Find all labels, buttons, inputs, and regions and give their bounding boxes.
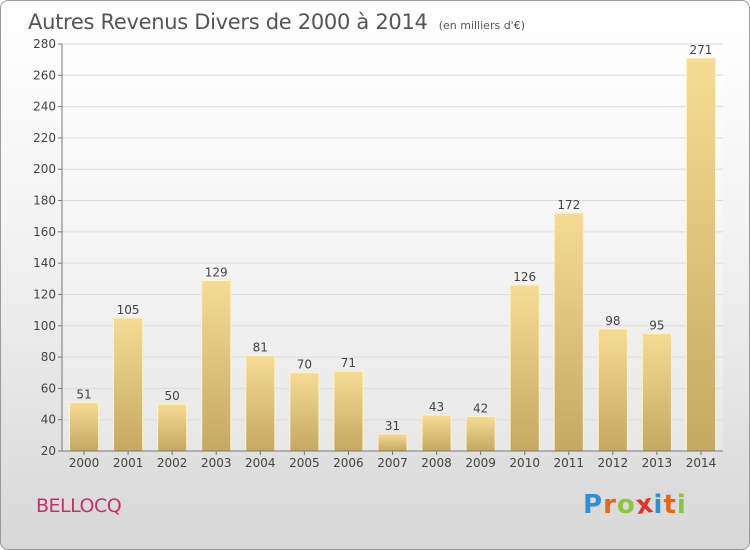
grid-lines: [62, 43, 723, 452]
bar-value-label: 43: [429, 400, 444, 414]
bar-value-label: 172: [557, 198, 580, 212]
x-tick-label: 2012: [598, 456, 629, 470]
y-tick-label: 180: [33, 194, 56, 208]
y-tick-label: 280: [33, 37, 56, 51]
bar: [597, 328, 628, 452]
bar: [641, 333, 672, 452]
bar: [68, 401, 100, 452]
x-tick-label: 2013: [642, 456, 673, 470]
logo-letter: P: [583, 490, 604, 520]
x-axis: 2000 2001 2002 2003 2004 2005 2006 2007 2008 2009…: [62, 450, 723, 470]
bar-value-label: 271: [690, 43, 713, 57]
bar-value-label: 42: [473, 402, 488, 416]
x-tick-label: 2002: [157, 456, 188, 470]
bar: [201, 279, 232, 452]
bar: [465, 416, 496, 452]
x-tick-label: 2003: [201, 456, 232, 470]
x-tick-label: 2007: [377, 456, 408, 470]
bar-value-label: 105: [117, 303, 140, 317]
y-tick-label: 40: [41, 413, 56, 427]
chart-unit: (en milliers d'€): [438, 19, 525, 32]
bar-value-label: 81: [253, 341, 268, 355]
bar: [113, 317, 144, 452]
bar: [245, 355, 276, 452]
bar: [421, 414, 452, 452]
x-tick-label: 2006: [333, 456, 364, 470]
y-tick-label: 80: [41, 350, 56, 364]
bars: [68, 57, 717, 452]
y-tick-label: 60: [41, 381, 56, 395]
chart-title: Autres Revenus Divers de 2000 à 2014 (en…: [28, 10, 525, 34]
logo-letter: x: [633, 488, 656, 522]
y-axis: 20 40 60 80 100 120 140 160 180 200 220 240 260 280: [33, 37, 63, 458]
y-tick-label: 240: [33, 100, 56, 114]
y-tick-label: 200: [33, 162, 56, 176]
bar-value-label: 129: [205, 265, 228, 279]
bar-value-label: 95: [649, 319, 664, 333]
town-name: BELLOCQ: [36, 495, 122, 517]
x-tick-label: 2005: [289, 456, 320, 470]
logo-letter: i: [653, 490, 664, 520]
bar-value-label: 50: [165, 389, 180, 403]
y-tick-label: 160: [33, 225, 56, 239]
bar: [685, 57, 717, 452]
x-tick-label: 2011: [553, 456, 584, 470]
y-tick-label: 100: [33, 319, 56, 333]
bar-value-label: 98: [605, 314, 620, 328]
x-tick-label: 2000: [69, 456, 100, 470]
bar-value-label: 51: [76, 387, 91, 401]
bar-value-label: 70: [297, 358, 312, 372]
y-tick-label: 120: [33, 287, 56, 301]
bar: [377, 433, 408, 452]
x-tick-label: 2001: [113, 456, 144, 470]
bar: [553, 212, 584, 452]
proxiti-logo[interactable]: Proxiti: [583, 488, 687, 522]
bar-value-label: 31: [385, 419, 400, 433]
logo-letter: o: [616, 490, 636, 520]
x-tick-label: 2009: [465, 456, 496, 470]
logo-letter: r: [603, 490, 617, 520]
bar: [509, 284, 540, 452]
x-tick-label: 2004: [245, 456, 276, 470]
bar: [289, 372, 320, 452]
chart-title-text: Autres Revenus Divers de 2000 à 2014: [28, 10, 428, 34]
y-tick-label: 260: [33, 68, 56, 82]
bar-value-label: 126: [513, 270, 536, 284]
bar-value-labels: 51 105 50 129 81 70 71 31 43 42 126 172 98 95 271: [76, 43, 712, 433]
bar: [333, 370, 364, 452]
x-tick-label: 2010: [509, 456, 540, 470]
bar-value-label: 71: [341, 356, 356, 370]
bar: [157, 403, 188, 452]
logo-letter: t: [663, 490, 677, 520]
x-tick-label: 2014: [686, 456, 717, 470]
logo-letter: i: [676, 490, 687, 520]
x-tick-label: 2008: [421, 456, 452, 470]
y-tick-label: 20: [41, 444, 56, 458]
y-tick-label: 220: [33, 131, 56, 145]
y-tick-label: 140: [33, 256, 56, 270]
